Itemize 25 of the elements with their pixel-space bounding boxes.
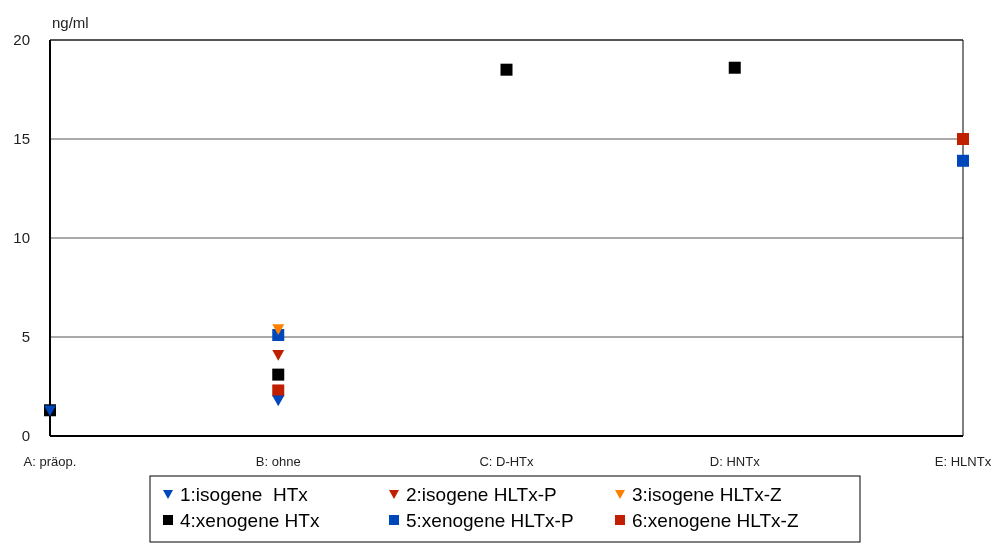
y-tick-label: 5 <box>21 328 30 346</box>
point <box>272 324 285 336</box>
point <box>272 350 285 361</box>
y-tick-label: 10 <box>13 229 30 247</box>
legend-label: 2:isogene HLTx-P <box>406 483 557 505</box>
y-tick-label: 20 <box>13 31 30 49</box>
point <box>272 368 285 381</box>
y-tick-label: 15 <box>13 130 30 148</box>
legend-label: 4:xenogene HTx <box>180 509 320 531</box>
point <box>957 133 969 145</box>
legend-label: 1:isogene HTx <box>180 483 309 505</box>
x-tick-label: A: präop. <box>23 454 77 469</box>
point <box>272 384 285 397</box>
point <box>500 63 513 76</box>
legend-label: 6:xenogene HLTx-Z <box>632 509 799 531</box>
point <box>728 61 741 74</box>
y-tick-label: 0 <box>21 427 30 445</box>
x-tick-label: E: HLNTx <box>934 454 992 469</box>
y-axis-title: ng/ml <box>52 14 89 31</box>
point <box>957 154 969 167</box>
x-tick-label: C: D-HTx <box>479 454 535 469</box>
legend-label: 3:isogene HLTx-Z <box>632 483 782 505</box>
legend-label: 5:xenogene HLTx-P <box>406 509 574 531</box>
x-tick-label: B: ohne <box>255 454 301 469</box>
x-tick-label: D: HNTx <box>709 454 761 469</box>
